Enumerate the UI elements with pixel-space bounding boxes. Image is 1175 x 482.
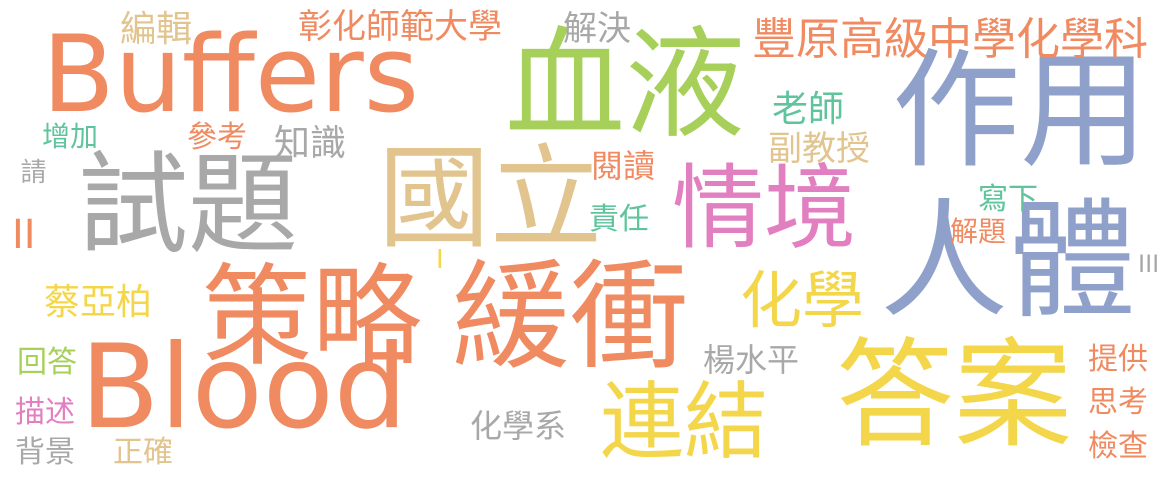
word-huaxuexi: 化學系 [470, 407, 567, 445]
word-yangshuiping: 楊水平 [703, 341, 800, 379]
word-jiejue: 解決 [563, 9, 631, 49]
word-guoli: 國立 [378, 134, 602, 264]
word-changhua: 彰化師範大學 [298, 7, 502, 47]
word-zhishi: 知識 [274, 123, 347, 164]
word-iii: III [1138, 250, 1160, 278]
word-miaoshu: 描述 [15, 395, 75, 430]
word-zeren: 責任 [589, 202, 649, 237]
word-qing: 請 [16, 158, 46, 184]
word-i: I [436, 245, 444, 275]
word-huaxue: 化學 [740, 264, 865, 337]
word-ii: II [12, 212, 36, 258]
word-renti: 人體 [880, 187, 1137, 336]
word-zuoyong: 作用 [892, 37, 1149, 186]
word-beijing: 背景 [15, 435, 75, 470]
word-xueye: 血液 [505, 16, 745, 155]
word-celue: 策略 [202, 253, 422, 381]
word-huanchong: 緩衝 [452, 248, 689, 386]
word-zhengque: 正確 [113, 435, 173, 470]
word-shiti: 試題 [78, 141, 298, 269]
word-laoshi: 老師 [772, 89, 845, 130]
word-fengyuan: 豐原高級中學化學科 [752, 14, 1148, 65]
word-zengjia: 增加 [42, 120, 99, 153]
word-jiancha: 檢查 [1088, 429, 1148, 464]
word-qingjing: 情境 [672, 155, 857, 262]
word-buffers: Buffers [42, 13, 419, 136]
word-fujiaoshou: 副教授 [768, 129, 870, 169]
word-caiyabo: 蔡亞柏 [44, 282, 153, 323]
word-sikao: 思考 [1088, 385, 1148, 420]
word-cankao: 參考 [187, 120, 247, 155]
word-daan: 答案 [836, 326, 1073, 464]
word-blood: Blood [80, 320, 408, 455]
word-tigong: 提供 [1088, 342, 1148, 377]
word-yuedu: 閱讀 [591, 147, 656, 185]
word-jieti: 解題 [950, 215, 1007, 248]
word-lianjie: 連結 [600, 373, 769, 471]
word-xiexia: 寫下 [978, 182, 1038, 217]
word-bianji: 編輯 [120, 9, 193, 50]
word-huida: 回答 [17, 345, 77, 380]
